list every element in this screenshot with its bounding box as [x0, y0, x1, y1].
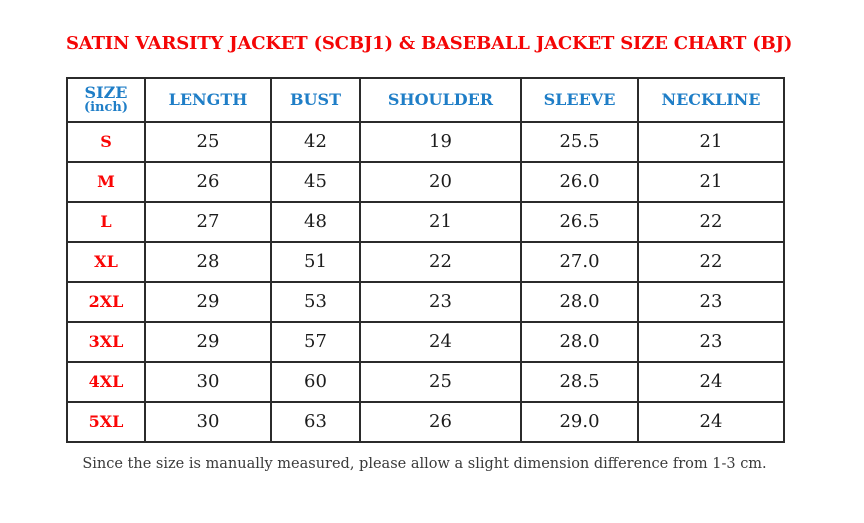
cell-bust: 53: [270, 280, 361, 323]
cell-length: 27: [144, 200, 272, 243]
cell-shoulder: 23: [359, 280, 522, 323]
cell-shoulder: 25: [359, 360, 522, 403]
cell-shoulder: 26: [359, 400, 522, 443]
column-header-size-label: SIZE: [84, 82, 128, 102]
column-header-sleeve: SLEEVE: [520, 76, 639, 123]
size-chart-table: SIZE (inch) LENGTH BUST SHOULDER SLEEVE …: [66, 76, 785, 443]
cell-shoulder: 20: [359, 160, 522, 203]
table-row-l: L 27 48 21 26.5 22: [66, 200, 785, 243]
cell-shoulder: 19: [359, 120, 522, 163]
cell-sleeve: 26.0: [520, 160, 639, 203]
cell-bust: 51: [270, 240, 361, 283]
column-header-shoulder: SHOULDER: [359, 76, 522, 123]
size-chart-sheet: SATIN VARSITY JACKET (SCBJ1) & BASEBALL …: [66, 0, 793, 472]
cell-shoulder: 24: [359, 320, 522, 363]
cell-neckline: 24: [637, 360, 785, 403]
cell-length: 25: [144, 120, 272, 163]
size-label: XL: [66, 240, 146, 283]
cell-length: 29: [144, 280, 272, 323]
table-row-3xl: 3XL 29 57 24 28.0 23: [66, 320, 785, 363]
cell-length: 28: [144, 240, 272, 283]
size-label: 5XL: [66, 400, 146, 443]
table-row-s: S 25 42 19 25.5 21: [66, 120, 785, 163]
cell-length: 26: [144, 160, 272, 203]
column-header-length: LENGTH: [144, 76, 272, 123]
cell-bust: 45: [270, 160, 361, 203]
cell-sleeve: 27.0: [520, 240, 639, 283]
table-row-m: M 26 45 20 26.0 21: [66, 160, 785, 203]
cell-bust: 57: [270, 320, 361, 363]
cell-sleeve: 25.5: [520, 120, 639, 163]
measurement-footnote: Since the size is manually measured, ple…: [82, 455, 767, 472]
cell-neckline: 22: [637, 200, 785, 243]
cell-bust: 42: [270, 120, 361, 163]
size-label: 3XL: [66, 320, 146, 363]
cell-sleeve: 28.0: [520, 320, 639, 363]
cell-neckline: 22: [637, 240, 785, 283]
column-header-size-unit: (inch): [83, 100, 129, 116]
size-label: 4XL: [66, 360, 146, 403]
cell-length: 29: [144, 320, 272, 363]
column-header-neckline: NECKLINE: [637, 76, 785, 123]
table-row-5xl: 5XL 30 63 26 29.0 24: [66, 400, 785, 443]
cell-sleeve: 28.5: [520, 360, 639, 403]
column-header-bust: BUST: [270, 76, 361, 123]
cell-neckline: 21: [637, 120, 785, 163]
cell-bust: 48: [270, 200, 361, 243]
cell-sleeve: 29.0: [520, 400, 639, 443]
cell-bust: 63: [270, 400, 361, 443]
cell-shoulder: 22: [359, 240, 522, 283]
size-label: L: [66, 200, 146, 243]
size-label: 2XL: [66, 280, 146, 323]
cell-neckline: 21: [637, 160, 785, 203]
cell-length: 30: [144, 360, 272, 403]
cell-sleeve: 26.5: [520, 200, 639, 243]
cell-neckline: 23: [637, 320, 785, 363]
size-label: M: [66, 160, 146, 203]
table-row-xl: XL 28 51 22 27.0 22: [66, 240, 785, 283]
page-title: SATIN VARSITY JACKET (SCBJ1) & BASEBALL …: [66, 33, 793, 54]
cell-bust: 60: [270, 360, 361, 403]
cell-sleeve: 28.0: [520, 280, 639, 323]
size-label: S: [66, 120, 146, 163]
column-header-size: SIZE (inch): [66, 76, 146, 123]
cell-length: 30: [144, 400, 272, 443]
table-header-row: SIZE (inch) LENGTH BUST SHOULDER SLEEVE …: [66, 76, 785, 123]
table-row-4xl: 4XL 30 60 25 28.5 24: [66, 360, 785, 403]
cell-neckline: 23: [637, 280, 785, 323]
table-row-2xl: 2XL 29 53 23 28.0 23: [66, 280, 785, 323]
cell-neckline: 24: [637, 400, 785, 443]
cell-shoulder: 21: [359, 200, 522, 243]
